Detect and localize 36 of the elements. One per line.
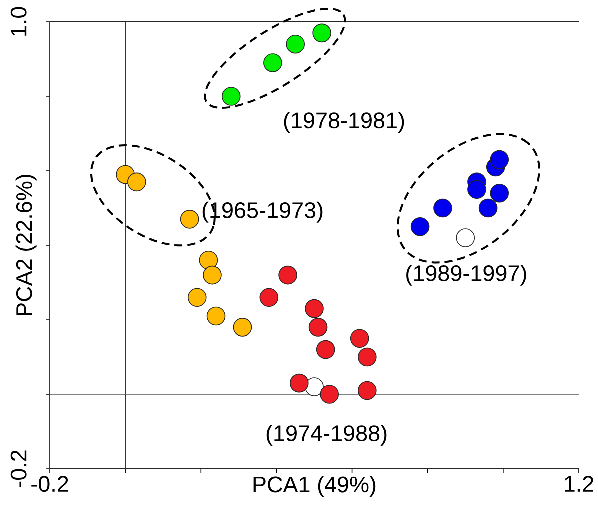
point xyxy=(358,348,377,367)
point xyxy=(264,54,282,72)
x-tick-label: 1.2 xyxy=(565,476,594,492)
point xyxy=(358,381,377,400)
point xyxy=(188,288,207,308)
point xyxy=(308,318,328,337)
point xyxy=(456,228,476,248)
point xyxy=(222,87,241,106)
point xyxy=(478,198,498,218)
annotation: (1989-1997) xyxy=(406,264,526,286)
x-axis-title: PCA1 (49%) xyxy=(254,476,376,498)
point xyxy=(316,340,336,360)
annotation: (1974-1988) xyxy=(266,424,387,446)
point xyxy=(312,24,332,43)
point xyxy=(350,329,370,348)
point xyxy=(199,250,218,270)
point xyxy=(278,266,298,285)
annotation: (1965-1973) xyxy=(202,202,323,223)
point xyxy=(305,299,324,318)
point xyxy=(128,172,146,192)
point xyxy=(410,217,430,236)
annotation: (1978-1981) xyxy=(284,112,404,134)
point xyxy=(286,34,306,54)
y-tick-label: 1.0 xyxy=(10,7,27,36)
point xyxy=(468,180,486,200)
point xyxy=(233,318,252,337)
point xyxy=(206,306,226,326)
point xyxy=(434,198,452,218)
point xyxy=(180,210,200,229)
point xyxy=(490,150,510,170)
point xyxy=(290,374,309,393)
point xyxy=(203,266,222,285)
point xyxy=(490,184,510,203)
point xyxy=(320,385,340,404)
point xyxy=(260,288,279,308)
y-axis-title: PCA2 (22.6%) xyxy=(16,175,37,316)
